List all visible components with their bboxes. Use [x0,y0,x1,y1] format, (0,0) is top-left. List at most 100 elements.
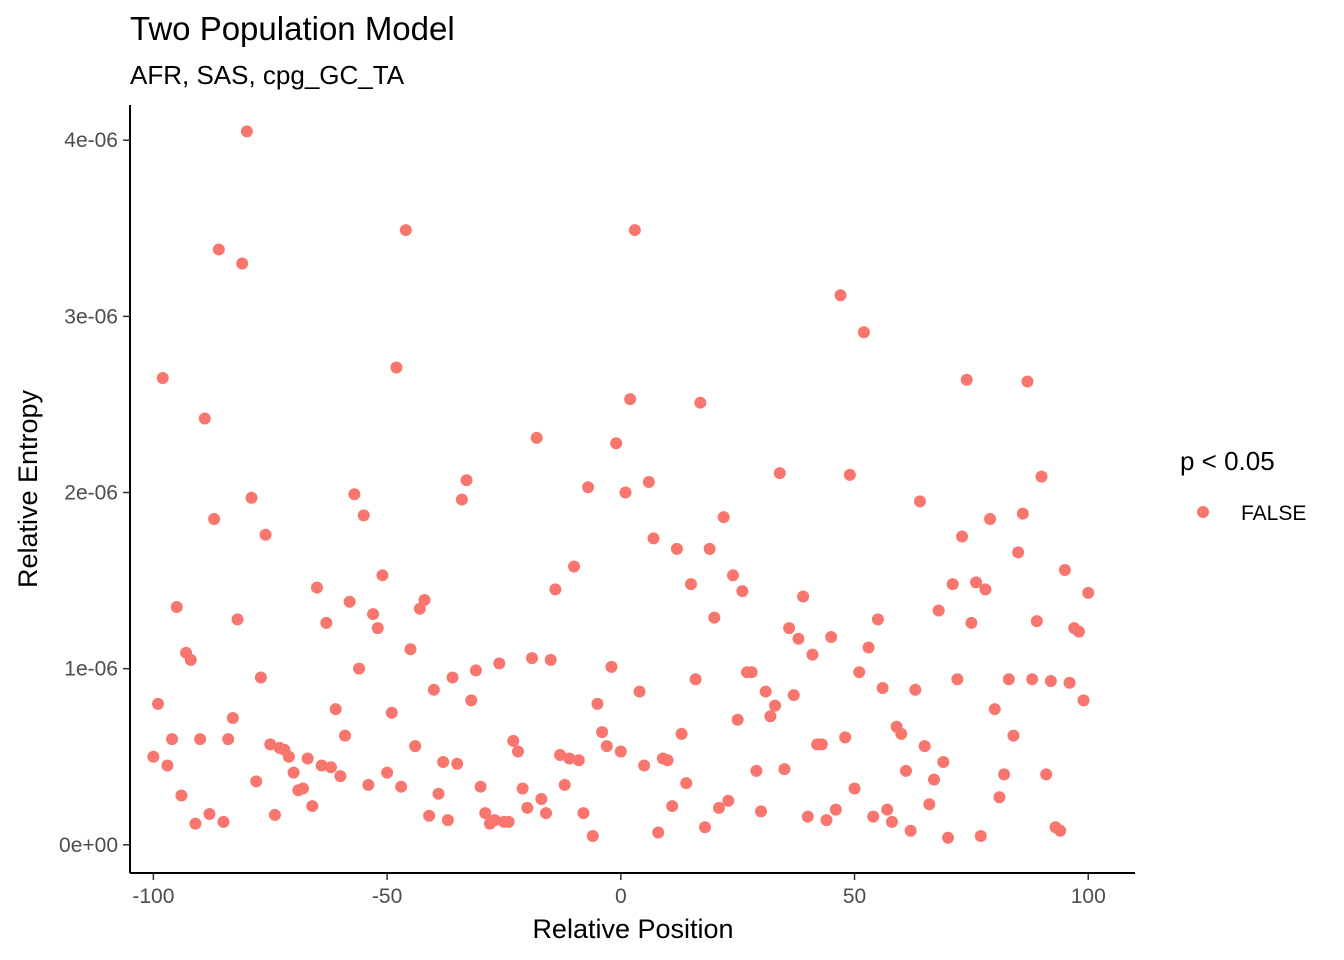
y-tick-label: 1e-06 [64,658,118,681]
data-point [764,710,777,723]
data-point [409,740,422,753]
data-point [231,613,244,626]
data-point [712,801,725,814]
data-point [156,372,169,385]
data-point [731,713,744,726]
data-point [147,750,160,763]
data-point [661,754,674,767]
data-point [437,756,450,769]
data-point [189,817,202,830]
data-point [857,326,870,339]
data-point [413,602,426,615]
data-point [736,585,749,598]
data-point [1044,675,1057,687]
data-point [208,512,221,525]
data-point [1063,676,1076,689]
data-point [853,666,866,679]
data-point [1021,375,1034,388]
data-point [339,729,352,742]
data-point [801,810,814,823]
x-tick-label: -50 [372,885,402,908]
x-axis-title: Relative Position [532,914,733,944]
data-point [928,773,940,786]
data-point [825,630,838,643]
chart-subtitle: AFR, SAS, cpg_GC_TA [130,60,405,90]
data-point [937,756,950,769]
data-point [703,542,716,555]
data-point [956,530,969,543]
data-point [610,437,623,450]
data-point [638,759,651,772]
data-point [343,595,356,608]
data-point [399,224,412,237]
data-point [381,766,394,779]
data-point [460,474,473,487]
data-point [301,752,314,765]
data-point [834,289,847,302]
data-point [923,798,936,811]
data-point [946,578,959,591]
data-point [839,731,852,744]
chart-title: Two Population Model [130,10,455,47]
data-point [511,745,524,758]
data-point [904,824,917,837]
data-point [577,807,590,820]
data-point [376,569,389,582]
data-point [605,660,618,673]
data-point [371,622,384,635]
data-point [479,807,492,820]
data-point [446,671,459,684]
data-point [493,657,506,670]
data-point [755,805,768,818]
data-point [642,475,655,488]
data-point [942,831,955,844]
data-point [750,764,763,777]
data-point [427,683,440,696]
data-point [596,726,609,739]
data-point [680,777,693,790]
data-point [390,361,403,374]
data-point [684,578,697,591]
x-tick-label: 50 [843,885,866,908]
data-point [184,653,197,666]
data-point [913,495,926,508]
data-point [988,703,1001,716]
data-point [979,583,992,596]
y-tick-label: 0e+00 [59,834,118,857]
data-point [362,778,375,791]
data-point [222,733,235,746]
y-tick-label: 2e-06 [64,482,118,505]
data-point [820,814,833,827]
data-point [778,763,791,776]
data-point [843,468,856,481]
x-tick-label: -100 [132,885,174,908]
data-point [1077,694,1090,707]
data-point [918,740,931,753]
data-point [217,815,230,828]
data-point [848,782,861,795]
data-point [465,694,478,707]
data-point [250,775,263,788]
data-point [759,685,772,698]
data-point [689,673,702,686]
data-point [600,740,613,753]
data-point [797,590,810,603]
data-point [932,604,945,617]
data-point [1058,564,1071,577]
data-point [1026,673,1039,686]
data-point [194,733,207,746]
data-point [488,814,501,827]
data-point [1040,768,1053,781]
data-point [881,803,894,816]
data-point [152,697,165,710]
data-point [367,608,380,621]
data-point [614,745,627,758]
data-point [970,576,983,589]
data-point [469,664,482,677]
data-point [441,814,454,827]
y-tick-label: 3e-06 [64,305,118,328]
data-point [404,643,417,656]
data-point [582,481,595,494]
data-point [787,689,800,702]
